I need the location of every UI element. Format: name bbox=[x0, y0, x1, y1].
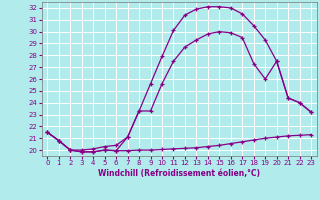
X-axis label: Windchill (Refroidissement éolien,°C): Windchill (Refroidissement éolien,°C) bbox=[98, 169, 260, 178]
